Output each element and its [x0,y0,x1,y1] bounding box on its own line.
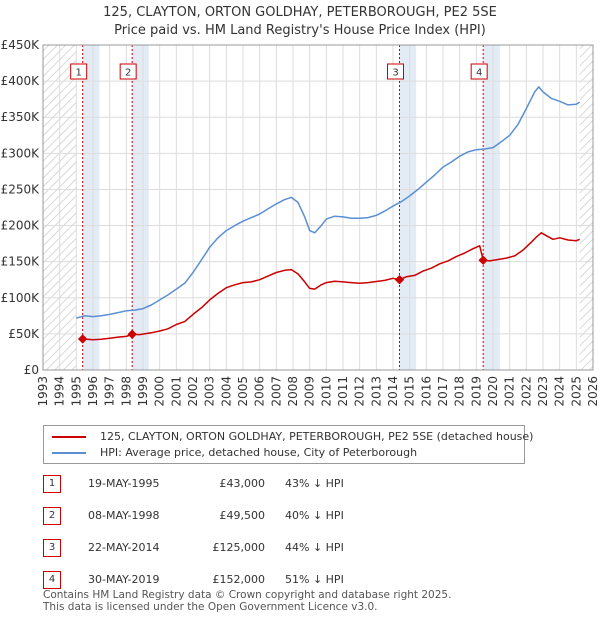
sale-shade-band [82,45,100,370]
plot-border [42,44,594,371]
y-tick-label: £250K [1,182,41,196]
x-tick-label: 1997 [103,376,117,407]
x-tick-label: 1996 [86,376,100,407]
x-tick-label: 2026 [586,376,600,407]
x-tick-label: 2006 [253,376,267,407]
x-tick-label: 1995 [69,376,83,407]
x-tick-label: 1998 [119,376,133,407]
sale-date: 19-MAY-1995 [88,477,160,490]
sale-shade-band [483,45,500,370]
x-tick-label: 2003 [203,376,217,407]
x-tick-label: 2008 [286,376,300,407]
x-tick-label: 2023 [536,376,550,407]
y-tick-label: £0 [24,363,39,377]
x-tick-label: 2010 [319,376,333,407]
y-tick-label: £350K [1,110,41,124]
y-tick-label: £50K [8,327,40,341]
sale-label-text: 1 [75,68,81,79]
legend-label-property: 125, CLAYTON, ORTON GOLDHAY, PETERBOROUG… [100,430,534,443]
sale-label-text: 3 [392,68,398,79]
sale-point [127,329,137,339]
x-tick-label: 2012 [353,376,367,407]
sale-hpi-diff: 51% ↓ HPI [285,573,344,586]
sale-label-text: 4 [476,68,482,79]
plot-area [43,45,593,370]
x-tick-label: 2000 [153,376,167,407]
chart-title: 125, CLAYTON, ORTON GOLDHAY, PETERBOROUG… [103,5,497,20]
sale-point [77,334,88,344]
y-tick-label: £300K [1,146,41,160]
x-tick-label: 2017 [436,376,450,407]
sale-label-box [470,63,488,80]
x-tick-label: 2005 [236,376,250,407]
footer-licence: This data is licensed under the Open Gov… [43,601,378,613]
hatched-region [579,45,593,370]
sale-date: 08-MAY-1998 [88,509,160,522]
x-tick-label: 2004 [219,376,233,407]
x-tick-label: 1994 [53,376,67,407]
sale-label-text: 2 [125,68,131,79]
sale-label-box [70,63,88,80]
price-chart: £0 £50K £100K £150K £200K £250K £300K £350K £400… [1,38,600,407]
sale-shade-band [399,45,417,370]
sale-date: 22-MAY-2014 [88,541,160,554]
y-tick-label: £150K [1,255,41,269]
sale-hpi-diff: 40% ↓ HPI [285,509,344,522]
sale-shade-band [132,45,149,370]
x-tick-label: 2014 [386,376,400,407]
y-tick-label: £200K [1,219,41,233]
sale-number-badge: 2 [43,507,61,525]
sale-price: £43,000 [219,477,266,490]
sale-number-badge: 4 [43,571,61,589]
sale-hpi-diff: 44% ↓ HPI [285,541,344,554]
sale-point [394,275,405,285]
x-tick-label: 2016 [419,376,433,407]
x-tick-label: 2018 [453,376,467,407]
legend-swatch-hpi [52,452,86,454]
sale-price: £125,000 [212,541,266,554]
sale-hpi-diff: 43% ↓ HPI [285,477,344,490]
footer-copyright: Contains HM Land Registry data © Crown c… [43,589,452,601]
x-tick-label: 2001 [169,376,183,407]
legend-label-hpi: HPI: Average price, detached house, City… [100,446,418,459]
y-tick-label: £100K [1,291,41,305]
x-tick-label: 1993 [36,376,50,407]
x-tick-label: 2002 [186,376,200,407]
x-tick-label: 2020 [486,376,500,407]
sale-label-box [387,63,404,80]
sale-label-box [119,63,137,80]
y-tick-label: £450K [1,38,41,52]
x-tick-label: 2022 [519,376,533,407]
sale-point [478,255,488,265]
x-tick-label: 2024 [553,376,567,407]
chart-legend: 125, CLAYTON, ORTON GOLDHAY, PETERBOROUG… [43,425,533,464]
sale-date: 30-MAY-2019 [88,573,160,586]
sale-number-badge: 3 [43,539,61,557]
x-tick-label: 2025 [569,376,583,407]
x-tick-label: 2009 [303,376,317,407]
sale-price: £49,500 [219,509,266,522]
legend-swatch-property [52,436,86,438]
chart-subtitle: Price paid vs. HM Land Registry's House … [114,23,486,38]
x-tick-label: 2021 [503,376,517,407]
sale-price: £152,000 [212,573,266,586]
series-line-property [82,232,580,341]
x-tick-label: 2019 [469,376,483,407]
x-tick-label: 2011 [336,376,350,407]
x-tick-label: 2013 [369,376,383,407]
x-tick-label: 1999 [136,376,150,407]
x-tick-label: 2007 [269,376,283,407]
series-line-hpi [76,86,581,319]
x-tick-label: 2015 [403,376,417,407]
y-tick-label: £400K [1,74,41,88]
sale-number-badge: 1 [43,475,61,493]
